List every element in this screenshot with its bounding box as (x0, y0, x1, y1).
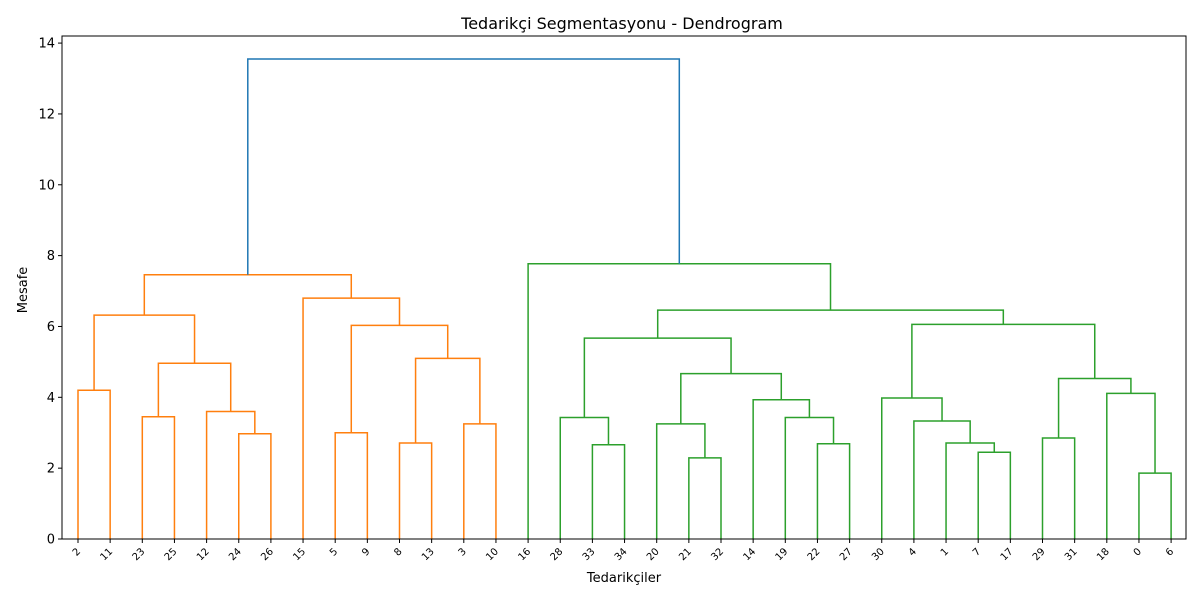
dendrogram-link (143, 273, 353, 316)
x-tick-label: 33 (581, 546, 598, 563)
dendrogram-link (527, 263, 832, 539)
dendrogram-link (247, 58, 681, 275)
x-tick-label: 5 (328, 546, 340, 558)
dendrogram-link (784, 416, 835, 539)
x-tick-label: 3 (457, 546, 469, 558)
x-tick-label: 9 (360, 546, 372, 558)
y-tick-label: 14 (38, 37, 55, 52)
x-axis-label: Tedarikçiler (586, 571, 662, 586)
x-tick-label: 8 (392, 546, 404, 558)
x-tick-label: 1 (939, 546, 951, 558)
x-tick-label: 13 (420, 546, 437, 563)
x-tick-label: 4 (907, 546, 919, 558)
dendrogram-link (93, 314, 196, 391)
x-tick-label: 26 (259, 546, 276, 563)
dendrogram-link (1057, 377, 1132, 439)
dendrogram-link (350, 324, 449, 433)
x-tick-label: 7 (971, 546, 983, 558)
x-tick-label: 34 (613, 546, 630, 563)
y-tick-label: 8 (47, 249, 55, 264)
dendrogram-links (77, 58, 1172, 539)
x-tick-label: 11 (98, 546, 115, 563)
dendrogram-link (141, 416, 176, 539)
x-tick-label: 25 (163, 546, 180, 563)
dendrogram-link (591, 444, 626, 539)
dendrogram-link (583, 337, 732, 418)
x-tick-label: 10 (484, 546, 501, 563)
y-tick-label: 0 (47, 533, 55, 548)
x-tick-label: 23 (131, 546, 148, 563)
x-tick-label: 22 (806, 546, 823, 563)
dendrogram-link (655, 423, 706, 539)
y-tick-label: 6 (47, 320, 55, 335)
dendrogram-link (977, 451, 1012, 539)
x-tick-label: 0 (1132, 546, 1144, 558)
dendrogram-link (911, 323, 1096, 399)
dendrogram-link (398, 442, 433, 539)
dendrogram-link (238, 433, 272, 539)
x-tick-label: 6 (1164, 546, 1176, 558)
x-tick-label: 21 (677, 546, 694, 563)
dendrogram-link (1106, 392, 1156, 539)
plot-frame (61, 35, 1187, 540)
x-tick-label: 12 (195, 546, 212, 563)
x-tick-label: 32 (709, 546, 726, 563)
dendrogram-link (752, 399, 811, 539)
dendrogram-link (680, 372, 783, 424)
y-tick-label: 4 (47, 391, 55, 406)
y-tick-label: 12 (38, 107, 55, 122)
y-tick-label: 2 (47, 462, 55, 477)
y-axis-label: Mesafe (16, 267, 31, 314)
x-tick-label: 18 (1095, 546, 1112, 563)
dendrogram-link (559, 416, 610, 539)
dendrogram-link (205, 410, 256, 539)
x-tick-label: 28 (549, 546, 566, 563)
x-tick-label: 29 (1031, 546, 1048, 563)
x-tick-label: 2 (71, 546, 83, 558)
dendrogram-link (1138, 472, 1172, 539)
dendrogram-link (1041, 437, 1076, 539)
x-tick-label: 16 (516, 546, 533, 563)
dendrogram-link (463, 423, 497, 539)
dendrogram-link (414, 357, 481, 444)
dendrogram-link (302, 297, 401, 539)
chart-title: Tedarikçi Segmentasyonu - Dendrogram (460, 14, 783, 33)
dendrogram-link (913, 420, 971, 539)
x-tick-label: 30 (870, 546, 887, 563)
x-tick-label: 31 (1063, 546, 1080, 563)
x-tick-label: 19 (774, 546, 791, 563)
x-tick-label: 20 (645, 546, 662, 563)
x-tick-label: 27 (838, 546, 855, 563)
x-tick-label: 17 (999, 546, 1016, 563)
dendrogram-link (334, 431, 369, 539)
dendrogram-link (945, 442, 996, 539)
dendrogram-link (816, 442, 851, 539)
x-axis: 2 11 23 25 12 24 26 15 5 9 8 13 3 10 16 28 33 34 20 21 32 14 1… (71, 539, 1176, 563)
dendrogram-link (688, 457, 722, 539)
dendrogram-link (77, 389, 111, 539)
x-tick-label: 24 (227, 546, 244, 563)
y-tick-label: 10 (38, 178, 55, 193)
dendrogram-link (881, 397, 943, 539)
x-tick-label: 15 (291, 546, 308, 563)
dendrogram-link (157, 362, 232, 417)
y-axis: 0 2 4 6 8 10 12 14 (38, 37, 62, 548)
x-tick-label: 14 (741, 546, 758, 563)
